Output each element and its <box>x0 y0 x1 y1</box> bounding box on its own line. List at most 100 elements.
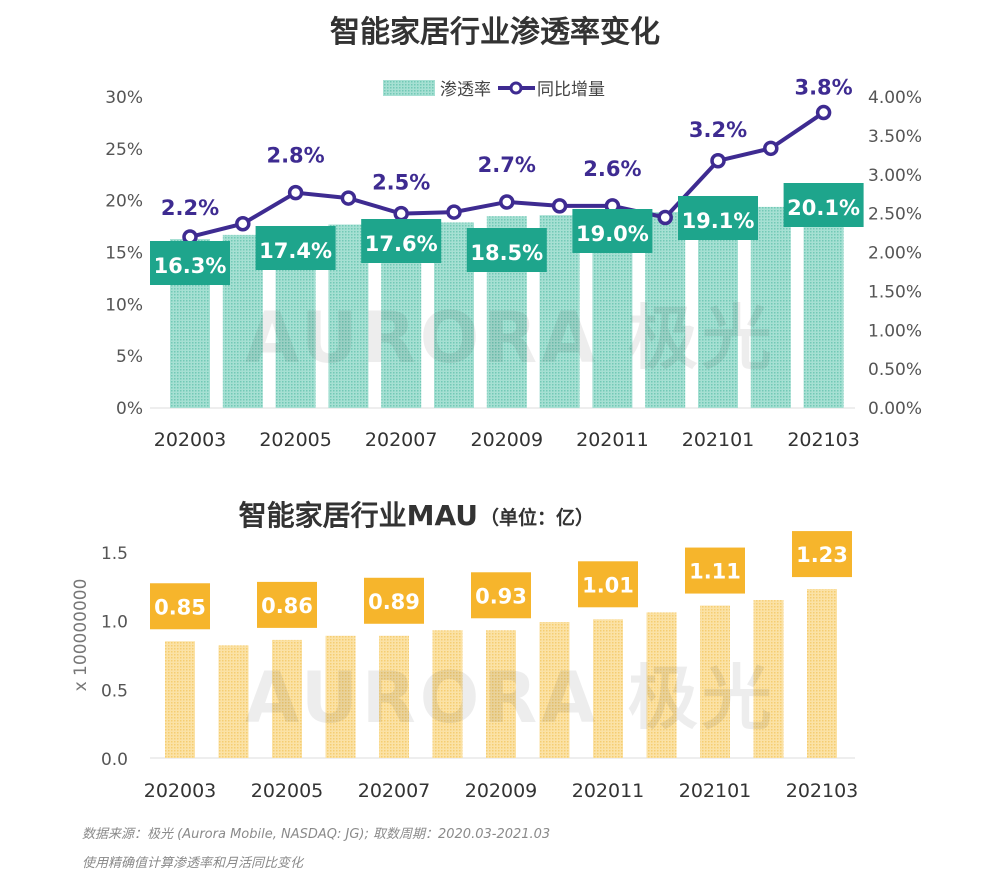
bar-data-label: 1.01 <box>582 573 634 597</box>
right-y-tick: 3.00% <box>868 166 922 186</box>
bar-label-box <box>471 572 531 619</box>
right-y-tick: 1.50% <box>868 282 922 302</box>
bar-label-box <box>150 241 230 285</box>
bar-202009 <box>486 630 516 758</box>
right-y-tick: 0.00% <box>868 399 922 419</box>
x-tick: 202003 <box>144 780 217 802</box>
left-y-tick: 15% <box>105 244 143 264</box>
right-y-tick: 3.50% <box>868 127 922 147</box>
left-y-tick: 5% <box>116 347 143 367</box>
bar-label-box <box>578 561 638 608</box>
bar-202103 <box>803 199 844 408</box>
top-chart-title: 智能家居行业渗透率变化 <box>330 15 660 50</box>
bar-data-label: 0.85 <box>154 595 206 619</box>
legend-label: 渗透率 <box>440 80 491 100</box>
bottom-chart-unit: （单位：亿） <box>480 506 594 529</box>
left-y-tick: 10% <box>105 295 143 315</box>
line-point-202101 <box>710 153 726 169</box>
bar-202005 <box>272 639 302 758</box>
bar-label-box <box>466 228 547 272</box>
left-y-tick: 20% <box>105 192 143 212</box>
x-tick: 202005 <box>259 429 332 451</box>
legend-swatch-bar <box>383 80 435 96</box>
line-point-202005 <box>287 184 304 201</box>
bar-202011 <box>593 619 623 758</box>
bar-data-label: 1.23 <box>796 543 848 567</box>
bar-label-box <box>783 183 864 227</box>
x-tick: 202003 <box>154 429 227 451</box>
footer-note: 使用精确值计算渗透率和月活同比变化 <box>82 856 304 871</box>
left-y-tick: 0% <box>116 399 143 419</box>
line-point-202004 <box>235 215 251 232</box>
y-tick: 1.0 <box>101 613 128 633</box>
bar-data-label: 17.6% <box>365 232 438 256</box>
bar-data-label: 19.0% <box>576 222 649 246</box>
y-tick: 1.5 <box>101 544 128 564</box>
bar-data-label: 20.1% <box>787 196 860 220</box>
bar-label-box <box>792 531 852 578</box>
bar-label-box <box>685 547 745 594</box>
bar-label-box <box>255 226 336 270</box>
right-y-tick: 4.00% <box>868 88 922 108</box>
left-y-tick: 25% <box>105 140 143 160</box>
x-tick: 202101 <box>679 780 752 802</box>
bar-202101 <box>698 209 738 408</box>
x-tick: 202101 <box>682 429 755 451</box>
bar-202010 <box>539 622 570 758</box>
bar-202101 <box>700 605 730 758</box>
bar-202007 <box>379 635 409 758</box>
bar-202103 <box>807 589 837 758</box>
x-tick: 202005 <box>251 780 324 802</box>
bar-202102 <box>753 600 784 758</box>
x-tick: 202009 <box>471 429 544 451</box>
bar-data-label: 1.11 <box>689 560 741 584</box>
bar-data-label: 16.3% <box>154 254 227 278</box>
line-data-label: 2.7% <box>478 153 536 177</box>
x-tick: 202007 <box>358 780 431 802</box>
x-tick: 202011 <box>576 429 649 451</box>
right-y-tick: 2.00% <box>868 244 922 264</box>
bar-label-box <box>364 577 424 624</box>
bar-data-label: 17.4% <box>259 239 332 263</box>
left-y-tick: 30% <box>105 88 143 108</box>
bar-label-box <box>150 583 210 630</box>
bottom-chart-title: 智能家居行业MAU <box>239 499 478 532</box>
right-y-tick: 1.00% <box>868 321 922 341</box>
bar-202003 <box>165 641 195 758</box>
bar-202102 <box>750 206 791 408</box>
line-data-label: 2.2% <box>161 196 219 220</box>
line-data-label: 3.2% <box>689 118 747 142</box>
x-tick: 202007 <box>365 429 438 451</box>
bar-label-box <box>361 219 442 263</box>
y-tick: 0.0 <box>101 750 128 770</box>
y-tick: 0.5 <box>101 681 128 701</box>
x-tick: 202009 <box>465 780 538 802</box>
line-point-202010 <box>551 198 568 214</box>
bar-202004 <box>218 645 249 758</box>
bar-202006 <box>325 635 356 758</box>
x-tick: 202103 <box>786 780 859 802</box>
line-data-label: 3.8% <box>794 76 852 100</box>
x-tick: 202103 <box>787 429 860 451</box>
bar-data-label: 0.89 <box>368 590 420 614</box>
line-point-202006 <box>340 190 357 206</box>
right-y-tick: 0.50% <box>868 360 922 380</box>
line-data-label: 2.6% <box>583 157 641 181</box>
line-point-202012 <box>657 209 673 226</box>
legend-label: 同比增量 <box>537 80 605 100</box>
line-point-202009 <box>499 194 515 210</box>
bar-label-box <box>572 209 653 253</box>
watermark: AURORA 极光 <box>245 297 776 379</box>
bar-data-label: 19.1% <box>682 209 755 233</box>
bottom-y-axis-label: x 100000000 <box>71 579 91 692</box>
line-point-202008 <box>446 204 462 220</box>
line-point-202103 <box>815 104 832 121</box>
bar-data-label: 0.86 <box>261 594 313 618</box>
footer-source: 数据来源：极光 (Aurora Mobile, NASDAQ: JG); 取数周… <box>82 827 551 842</box>
bar-label-box <box>257 581 317 628</box>
bar-202012 <box>646 612 677 758</box>
bar-202008 <box>432 630 463 758</box>
line-point-202102 <box>763 140 779 157</box>
line-data-label: 2.5% <box>372 171 430 195</box>
